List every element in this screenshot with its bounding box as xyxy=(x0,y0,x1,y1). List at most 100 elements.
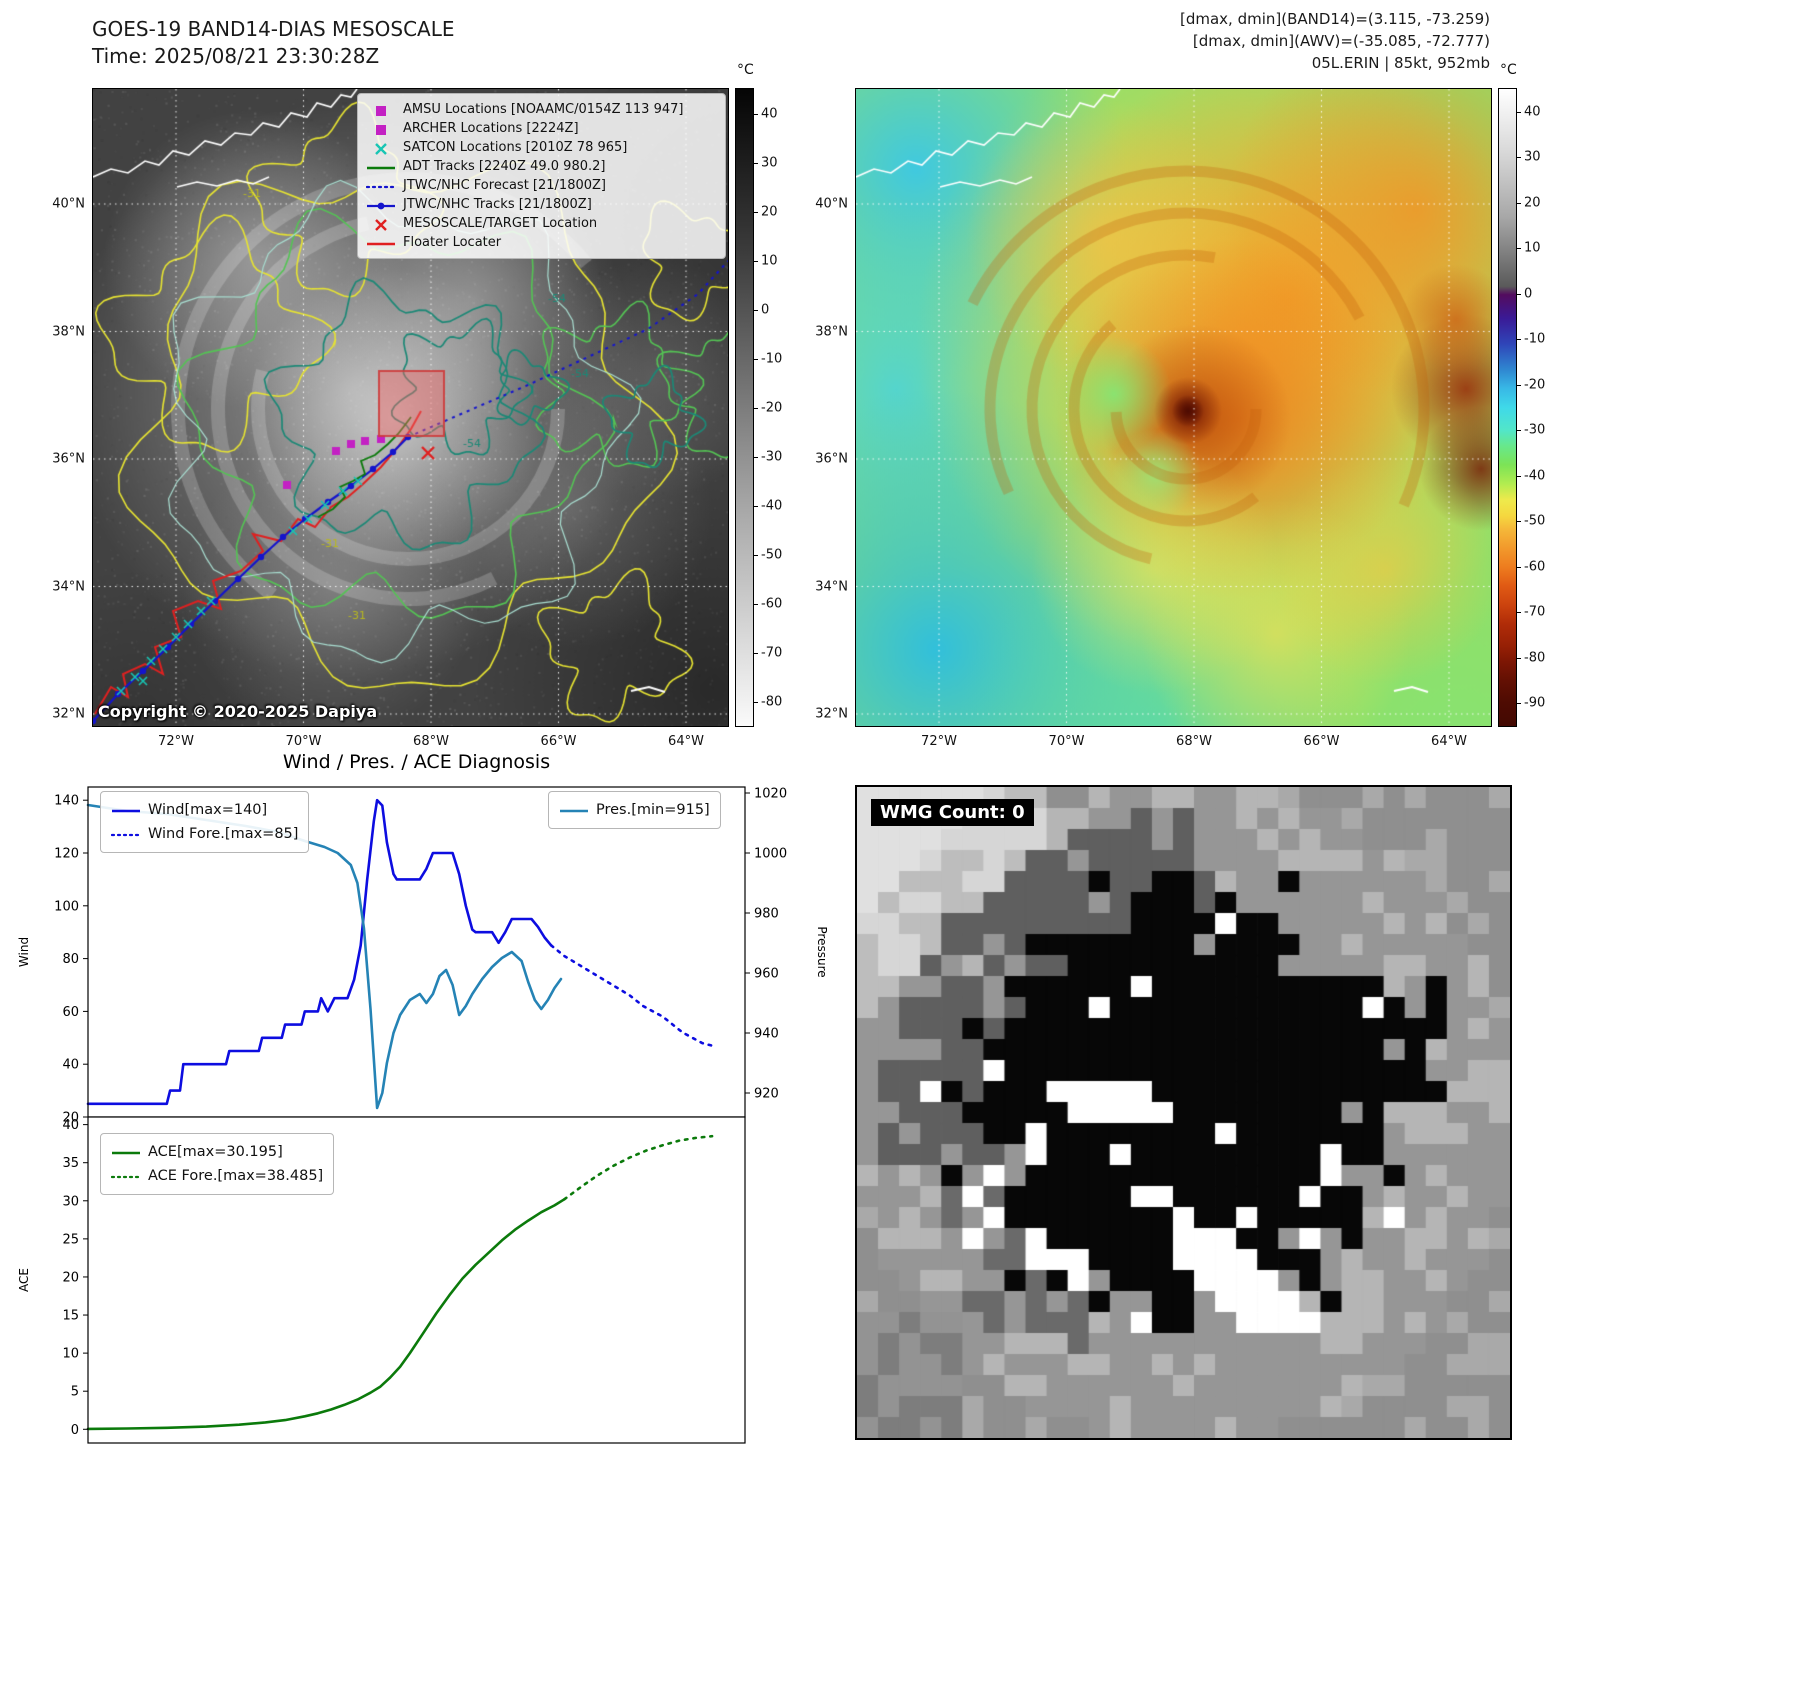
colorbar-tick-label: 30 xyxy=(1524,149,1541,165)
lat-tick-label: 36°N xyxy=(815,451,848,467)
legend-item-label: MESOSCALE/TARGET Location xyxy=(403,216,598,231)
awv-header-line-1: [dmax, dmin](BAND14)=(3.115, -73.259) xyxy=(1179,10,1490,28)
legend-item-label: ADT Tracks [2240Z 49.0 980.2] xyxy=(403,159,606,174)
y2-tick-label: 920 xyxy=(754,1087,779,1102)
colorbar-tick-label: 20 xyxy=(761,204,778,219)
y-tick-label: 80 xyxy=(62,952,79,967)
dotted-marker-icon xyxy=(110,1169,142,1183)
line-marker-icon xyxy=(111,803,141,817)
colorbar-tick xyxy=(1516,384,1521,386)
line-marker-icon xyxy=(366,160,396,174)
colorbar-tick-label: -70 xyxy=(1524,604,1546,620)
colorbar-tick-label: -60 xyxy=(1524,559,1546,575)
wmg-panel: WMG Count: 0 xyxy=(855,785,1512,1440)
colorbar-tick-label: -50 xyxy=(1524,513,1546,529)
y-tick-label: 140 xyxy=(54,794,79,809)
series-wind xyxy=(86,798,553,1106)
lat-tick-label: 36°N xyxy=(52,451,85,467)
legend-item-label: ACE[max=30.195] xyxy=(148,1144,283,1160)
lat-tick-label: 32°N xyxy=(815,706,848,722)
colorbar-tick xyxy=(753,554,758,556)
square-marker-icon xyxy=(366,122,396,136)
lat-tick-label: 40°N xyxy=(815,196,848,212)
wmg-pixel-image xyxy=(857,787,1510,1438)
lon-tick-label: 72°W xyxy=(921,734,957,749)
lon-tick-label: 66°W xyxy=(1303,734,1340,749)
colorbar-tick xyxy=(753,260,758,262)
awv-header-block: [dmax, dmin](BAND14)=(3.115, -73.259) [d… xyxy=(1180,8,1490,74)
colorbar-tick xyxy=(1516,293,1521,295)
colorbar-tick-label: 40 xyxy=(761,106,778,121)
legend-item-label: ACE Fore.[max=38.485] xyxy=(148,1168,324,1184)
legend-item-label: SATCON Locations [2010Z 78 965] xyxy=(403,140,628,155)
colorbar-tick xyxy=(753,505,758,507)
line-dot-marker-icon xyxy=(366,198,396,212)
colorbar-tick xyxy=(753,701,758,703)
lon-tick-label: 68°W xyxy=(413,734,449,749)
legend-item: Wind[max=140] xyxy=(111,798,298,822)
copyright-watermark: Copyright © 2020-2025 Dapiya xyxy=(98,702,378,721)
colorbar-tick xyxy=(753,309,758,311)
y2-tick-label: 980 xyxy=(754,907,779,922)
series-pres- xyxy=(86,803,563,1110)
colorbar-tick xyxy=(1516,339,1521,341)
colorbar-tick xyxy=(1516,248,1521,250)
colorbar-tick-label: 30 xyxy=(761,155,778,170)
colorbar-tick-label: 10 xyxy=(761,253,778,268)
legend-item: ACE[max=30.195] xyxy=(111,1140,323,1164)
lat-tick-label: 34°N xyxy=(52,579,85,594)
wind-legend: Wind[max=140] Wind Fore.[max=85] xyxy=(100,791,310,853)
band14-colorbar: 40 30 20 10 0 -10 -20 -30 -40 -50 -60 -70 -80 xyxy=(735,88,782,727)
line-marker-icon xyxy=(559,803,589,817)
y-tick-label: 25 xyxy=(62,1232,79,1247)
legend-item: ARCHER Locations [2224Z] xyxy=(366,119,717,138)
colorbar-tick xyxy=(1516,111,1521,113)
y-tick-label: 10 xyxy=(62,1347,79,1362)
awv-colorbar-gradient xyxy=(1499,89,1516,726)
y2-tick-label: 960 xyxy=(754,967,779,982)
legend-item: MESOSCALE/TARGET Location xyxy=(366,214,717,233)
colorbar-tick xyxy=(1516,475,1521,477)
colorbar-tick-label: 40 xyxy=(1524,104,1541,120)
series-ace xyxy=(86,1197,566,1431)
colorbar-tick-label: -90 xyxy=(1524,695,1546,711)
y2-tick-label: 940 xyxy=(754,1027,779,1042)
diagnosis-plot: 2040608010012014092094096098010001020051… xyxy=(54,786,787,1444)
legend-item: Floater Locater xyxy=(366,233,717,252)
colorbar-tick-label: -30 xyxy=(1524,422,1546,438)
y-tick-label: 35 xyxy=(62,1156,79,1171)
lat-tick-label: 38°N xyxy=(52,324,85,339)
colorbar-tick xyxy=(753,162,758,164)
lon-tick-label: 70°W xyxy=(285,734,322,749)
legend-item-label: Wind Fore.[max=85] xyxy=(148,826,299,842)
colorbar-tick-label: -30 xyxy=(761,449,783,464)
y2-tick-label: 1020 xyxy=(754,787,787,802)
legend-item: ADT Tracks [2240Z 49.0 980.2] xyxy=(366,157,717,176)
y-tick-label: 15 xyxy=(62,1309,79,1324)
legend-item-label: Wind[max=140] xyxy=(148,802,268,818)
colorbar-tick-label: -70 xyxy=(761,645,783,660)
lon-tick-label: 64°W xyxy=(1431,734,1467,749)
colorbar-tick-label: -20 xyxy=(761,400,783,415)
band14-title-block: GOES-19 BAND14-DIAS MESOSCALE Time: 2025… xyxy=(92,16,455,70)
colorbar-tick-label: 0 xyxy=(761,302,770,317)
colorbar-tick-label: -40 xyxy=(761,498,783,513)
y-tick-label: 20 xyxy=(62,1270,79,1285)
colorbar-tick xyxy=(1516,202,1521,204)
dotted-marker-icon xyxy=(365,179,397,193)
lon-tick-label: 68°W xyxy=(1176,734,1212,749)
colorbar-tick-label: -40 xyxy=(1524,468,1546,484)
colorbar-tick xyxy=(753,113,758,115)
colorbar-tick xyxy=(1516,657,1521,659)
x-marker-icon xyxy=(366,217,396,231)
y-tick-label: 100 xyxy=(54,899,79,914)
dotted-marker-icon xyxy=(110,827,142,841)
colorbar-tick-label: -50 xyxy=(761,547,783,562)
pressure-axis-label: Pressure xyxy=(815,926,829,978)
lat-tick-label: 32°N xyxy=(52,706,85,722)
colorbar-tick xyxy=(1516,157,1521,159)
colorbar-tick-label: -20 xyxy=(1524,377,1546,393)
band14-map: AMSU Locations [NOAAMC/0154Z 113 947] ARC… xyxy=(52,88,729,749)
lon-tick-label: 70°W xyxy=(1048,734,1085,749)
